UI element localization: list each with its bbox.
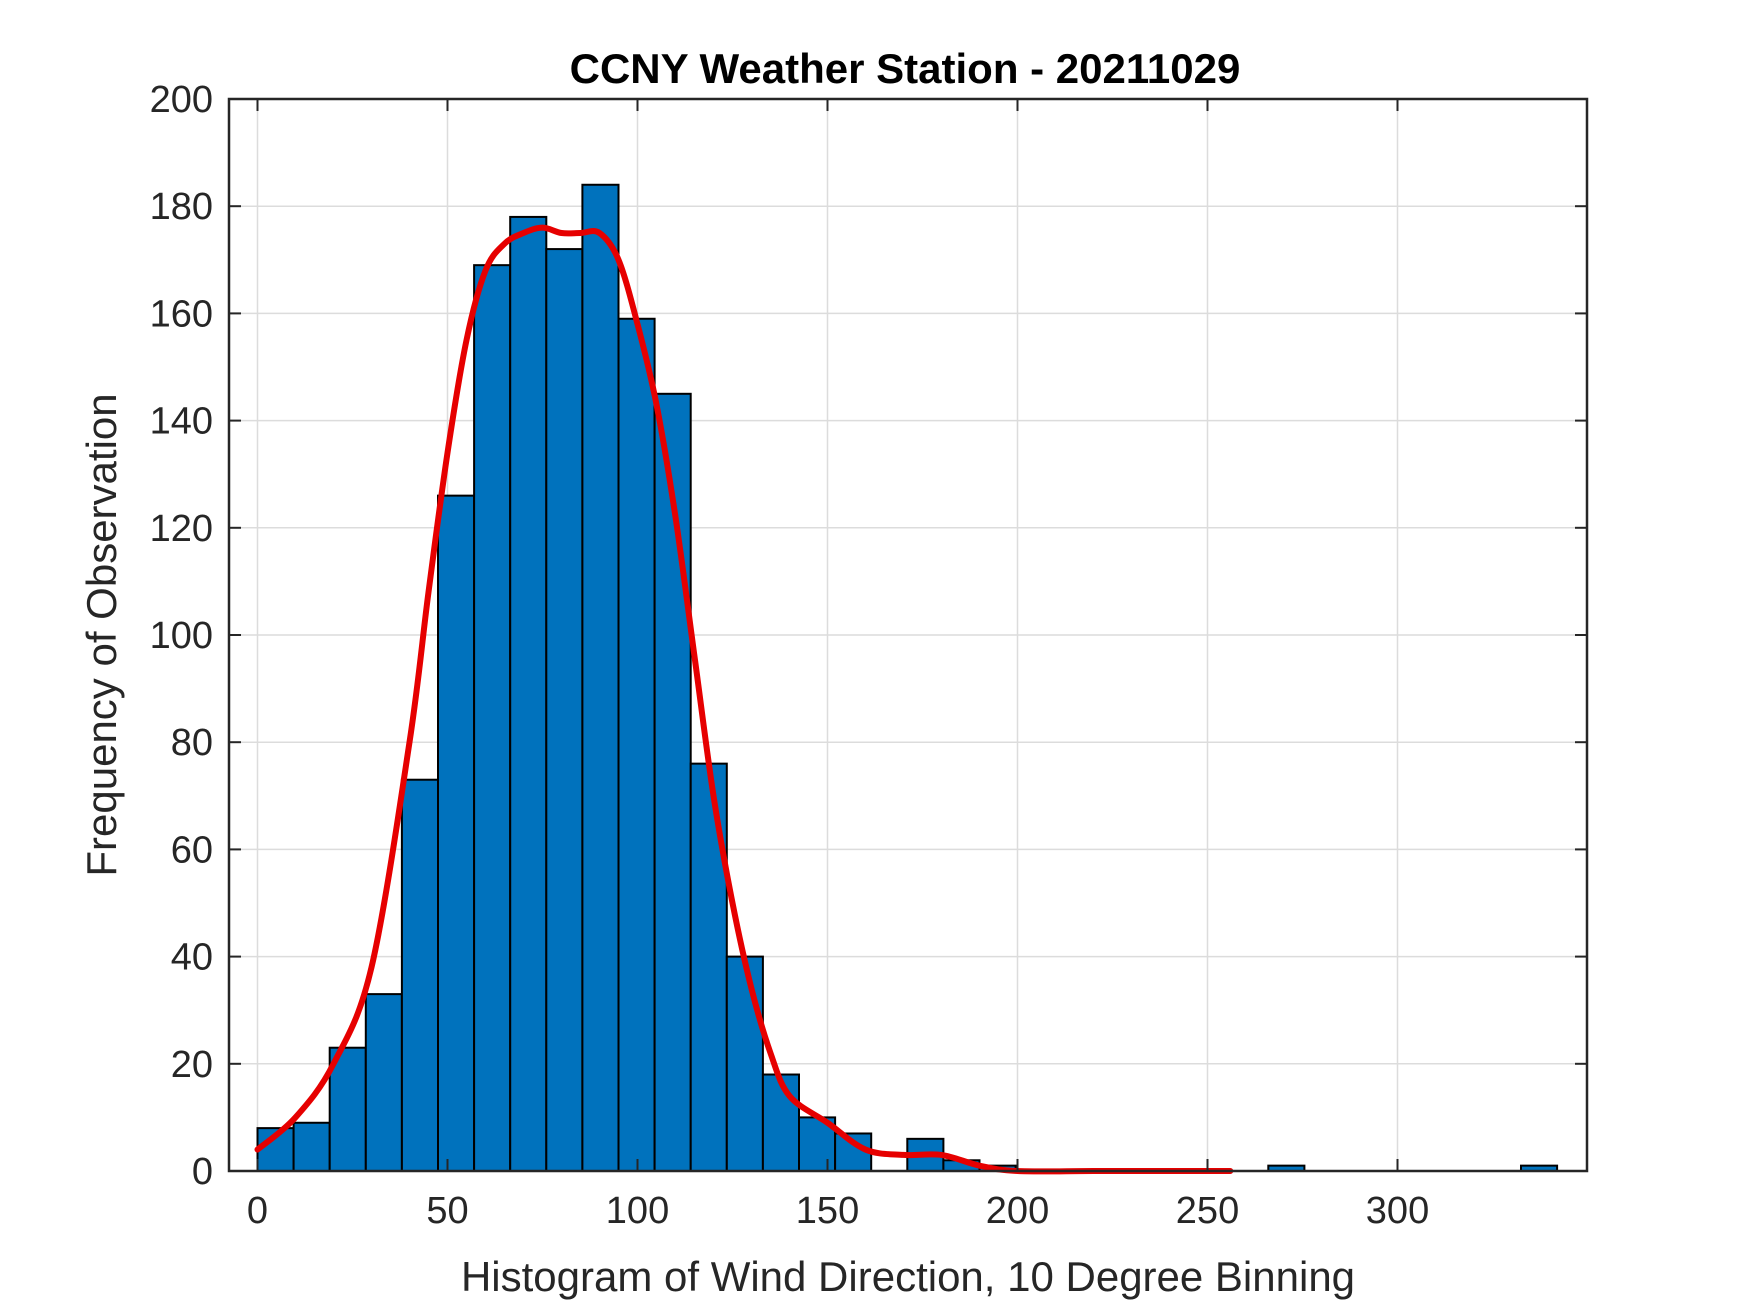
y-tick-label: 20 <box>171 1044 213 1086</box>
y-tick-label: 40 <box>171 937 213 979</box>
histogram-bar <box>545 248 584 1172</box>
y-tick-label: 120 <box>150 508 213 550</box>
x-tick-label: 0 <box>247 1190 268 1232</box>
histogram-bar <box>509 215 548 1173</box>
fit-curve-layer <box>254 224 1234 1175</box>
histogram-bar <box>689 762 728 1172</box>
chart-title: CCNY Weather Station - 20211029 <box>570 45 1241 92</box>
histogram-bars <box>256 183 1559 1173</box>
y-axis-label: Frequency of Observation <box>78 393 125 876</box>
histogram-bar <box>617 317 656 1172</box>
histogram-bar <box>473 264 512 1173</box>
y-tick-label: 80 <box>171 722 213 764</box>
x-tick-label: 50 <box>426 1190 468 1232</box>
histogram-bar <box>725 955 764 1172</box>
x-tick-label: 100 <box>606 1190 669 1232</box>
histogram-bar <box>364 993 403 1172</box>
histogram-bar <box>581 183 620 1172</box>
x-axis-label: Histogram of Wind Direction, 10 Degree B… <box>461 1253 1355 1300</box>
y-tick-label: 100 <box>150 615 213 657</box>
y-tick-label: 60 <box>171 829 213 871</box>
x-tick-label: 250 <box>1176 1190 1239 1232</box>
histogram-bar <box>437 494 476 1172</box>
y-tick-label: 140 <box>150 401 213 443</box>
y-tick-label: 180 <box>150 186 213 228</box>
axis-ticks: 0 50 100 150 200 250 300 0 20 40 60 80 100 120 140 160 1… <box>150 79 1587 1232</box>
fit-curve-line <box>254 224 1234 1175</box>
histogram-bar <box>328 1046 367 1172</box>
histogram-bar <box>292 1121 331 1173</box>
x-tick-label: 150 <box>796 1190 859 1232</box>
y-tick-label: 200 <box>150 79 213 121</box>
y-tick-label: 160 <box>150 293 213 335</box>
y-tick-label: 0 <box>192 1151 213 1193</box>
histogram-bar <box>400 778 439 1172</box>
x-tick-label: 200 <box>986 1190 1049 1232</box>
histogram-bar <box>761 1073 801 1173</box>
x-tick-label: 300 <box>1366 1190 1429 1232</box>
